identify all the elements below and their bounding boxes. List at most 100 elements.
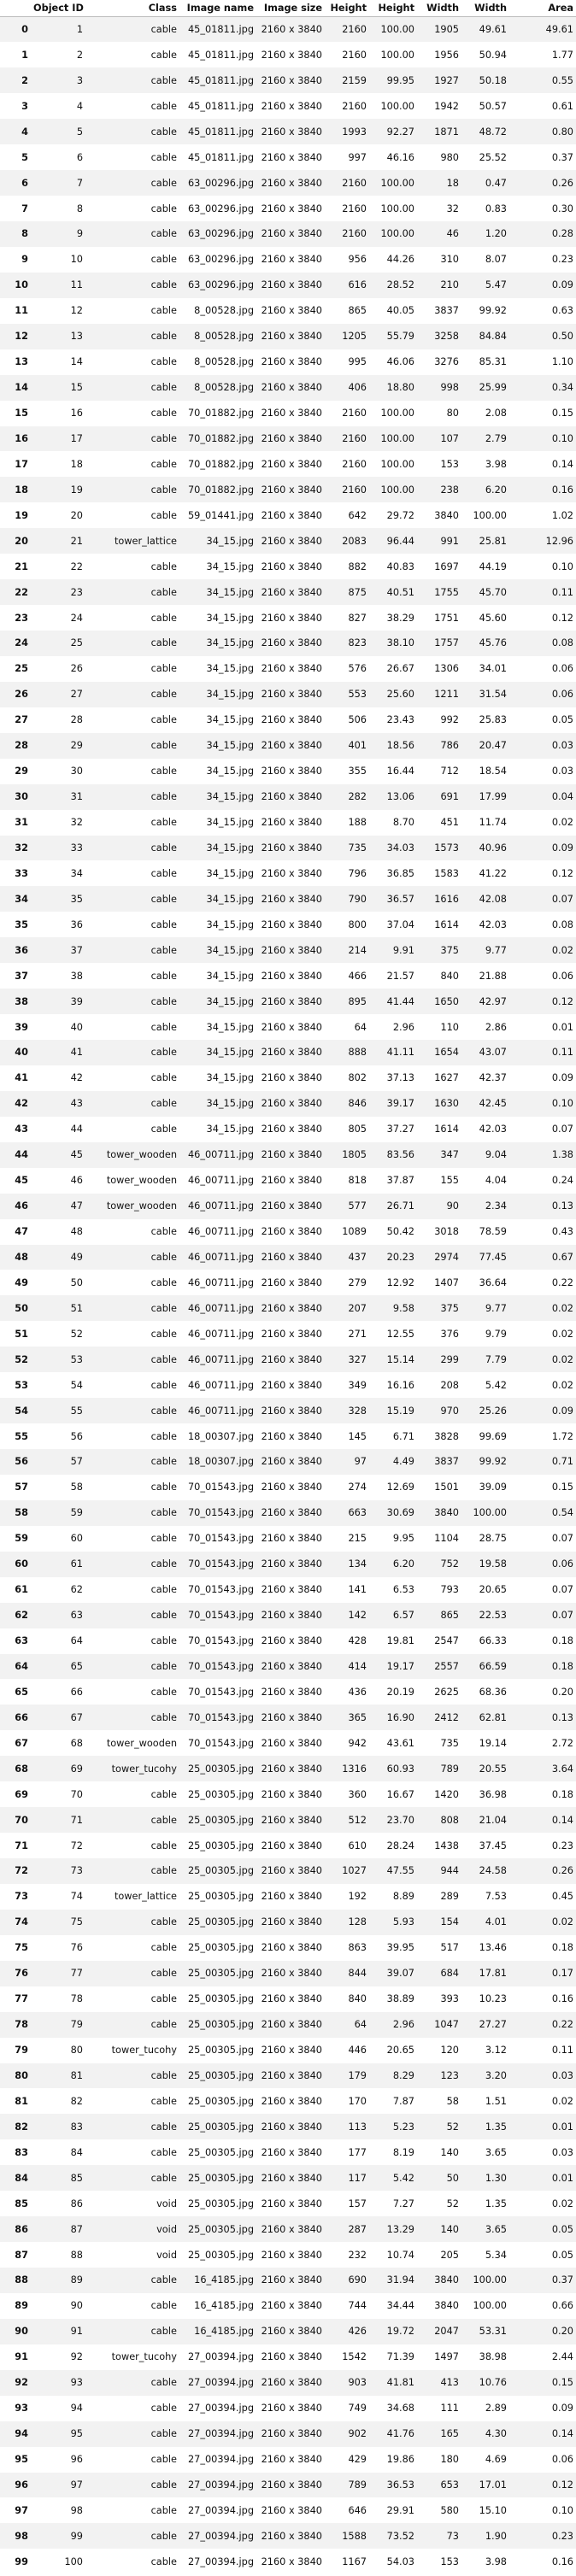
table-row[interactable]: 85 86 void 25_00305.jpg 2160 x 3840 157 7.27 52… (0, 2191, 576, 2217)
table-row[interactable]: 15 16 cable 70_01882.jpg 2160 x 3840 2160 100.… (0, 400, 576, 426)
table-row[interactable]: 64 65 cable 70_01543.jpg 2160 x 3840 414 19.17… (0, 1653, 576, 1680)
table-row[interactable]: 52 53 cable 46_00711.jpg 2160 x 3840 327 15.14… (0, 1347, 576, 1373)
table-row[interactable]: 35 36 cable 34_15.jpg 2160 x 3840 800 37.04 161… (0, 912, 576, 938)
table-row[interactable]: 62 63 cable 70_01543.jpg 2160 x 3840 142 6.57 8… (0, 1602, 576, 1628)
table-row[interactable]: 37 38 cable 34_15.jpg 2160 x 3840 466 21.57 840… (0, 963, 576, 989)
table-row[interactable]: 72 73 cable 25_00305.jpg 2160 x 3840 1027 47.5… (0, 1858, 576, 1884)
table-row[interactable]: 45 46 tower_wooden 46_00711.jpg 2160 x 3840 8… (0, 1167, 576, 1194)
table-row[interactable]: 79 80 tower_tucohy 25_00305.jpg 2160 x 3840 4… (0, 2037, 576, 2063)
table-row[interactable]: 48 49 cable 46_00711.jpg 2160 x 3840 437 20.23… (0, 1244, 576, 1270)
table-row[interactable]: 34 35 cable 34_15.jpg 2160 x 3840 790 36.57 161… (0, 886, 576, 912)
table-row[interactable]: 19 20 cable 59_01441.jpg 2160 x 3840 642 29.72… (0, 502, 576, 529)
table-row[interactable]: 94 95 cable 27_00394.jpg 2160 x 3840 902 41.76… (0, 2421, 576, 2447)
table-row[interactable]: 50 51 cable 46_00711.jpg 2160 x 3840 207 9.58 3… (0, 1295, 576, 1322)
table-row[interactable]: 26 27 cable 34_15.jpg 2160 x 3840 553 25.60 121… (0, 681, 576, 707)
table-row[interactable]: 73 74 tower_lattice 25_00305.jpg 2160 x 3840… (0, 1883, 576, 1910)
table-row[interactable]: 29 30 cable 34_15.jpg 2160 x 3840 355 16.44 712… (0, 758, 576, 784)
table-row[interactable]: 20 21 tower_lattice 34_15.jpg 2160 x 3840 208… (0, 528, 576, 555)
table-row[interactable]: 53 54 cable 46_00711.jpg 2160 x 3840 349 16.16… (0, 1372, 576, 1399)
table-row[interactable]: 81 82 cable 25_00305.jpg 2160 x 3840 170 7.87 5… (0, 2088, 576, 2115)
table-row[interactable]: 97 98 cable 27_00394.jpg 2160 x 3840 646 29.91… (0, 2497, 576, 2524)
table-row[interactable]: 82 83 cable 25_00305.jpg 2160 x 3840 113 5.23 5… (0, 2114, 576, 2140)
table-row[interactable]: 68 69 tower_tucohy 25_00305.jpg 2160 x 3840 1… (0, 1756, 576, 1782)
table-row[interactable]: 9 10 cable 63_00296.jpg 2160 x 3840 956 44.26 3… (0, 246, 576, 273)
table-row[interactable]: 66 67 cable 70_01543.jpg 2160 x 3840 365 16.90… (0, 1705, 576, 1731)
index-header[interactable] (0, 0, 31, 17)
table-row[interactable]: 25 26 cable 34_15.jpg 2160 x 3840 576 26.67 130… (0, 655, 576, 682)
table-row[interactable]: 27 28 cable 34_15.jpg 2160 x 3840 506 23.43 992… (0, 707, 576, 733)
table-row[interactable]: 49 50 cable 46_00711.jpg 2160 x 3840 279 12.92… (0, 1270, 576, 1296)
table-row[interactable]: 1 2 cable 45_01811.jpg 2160 x 3840 2160 100.00… (0, 42, 576, 68)
table-row[interactable]: 46 47 tower_wooden 46_00711.jpg 2160 x 3840 5… (0, 1193, 576, 1219)
table-row[interactable]: 91 92 tower_tucohy 27_00394.jpg 2160 x 3840 1… (0, 2344, 576, 2370)
table-row[interactable]: 42 43 cable 34_15.jpg 2160 x 3840 846 39.17 163… (0, 1090, 576, 1117)
image-name-header[interactable]: Image name (179, 0, 256, 17)
width-header[interactable]: Width (417, 0, 461, 17)
table-row[interactable]: 44 45 tower_wooden 46_00711.jpg 2160 x 3840 1… (0, 1141, 576, 1168)
table-row[interactable]: 57 58 cable 70_01543.jpg 2160 x 3840 274 12.69… (0, 1474, 576, 1500)
image-size-header[interactable]: Image size (256, 0, 325, 17)
table-row[interactable]: 51 52 cable 46_00711.jpg 2160 x 3840 271 12.55… (0, 1321, 576, 1347)
table-row[interactable]: 99 100 cable 27_00394.jpg 2160 x 3840 1167 54.… (0, 2549, 576, 2575)
table-row[interactable]: 55 56 cable 18_00307.jpg 2160 x 3840 145 6.71 3… (0, 1423, 576, 1449)
table-row[interactable]: 67 68 tower_wooden 70_01543.jpg 2160 x 3840 9… (0, 1730, 576, 1757)
height-header[interactable]: Height (325, 0, 369, 17)
table-row[interactable]: 88 89 cable 16_4185.jpg 2160 x 3840 690 31.94 3… (0, 2268, 576, 2293)
table-row[interactable]: 63 64 cable 70_01543.jpg 2160 x 3840 428 19.81… (0, 1628, 576, 1654)
table-row[interactable]: 6 7 cable 63_00296.jpg 2160 x 3840 2160 100.00… (0, 170, 576, 197)
table-row[interactable]: 5 6 cable 45_01811.jpg 2160 x 3840 997 46.16 98… (0, 144, 576, 171)
width-percent-header[interactable]: Width (461, 0, 509, 17)
table-row[interactable]: 98 99 cable 27_00394.jpg 2160 x 3840 1588 73.5… (0, 2523, 576, 2550)
table-row[interactable]: 0 1 cable 45_01811.jpg 2160 x 3840 2160 100.00… (0, 16, 576, 43)
table-row[interactable]: 90 91 cable 16_4185.jpg 2160 x 3840 426 19.72 2… (0, 2318, 576, 2344)
table-row[interactable]: 70 71 cable 25_00305.jpg 2160 x 3840 512 23.70… (0, 1807, 576, 1834)
table-row[interactable]: 60 61 cable 70_01543.jpg 2160 x 3840 134 6.20 7… (0, 1551, 576, 1577)
table-row[interactable]: 75 76 cable 25_00305.jpg 2160 x 3840 863 39.95… (0, 1934, 576, 1961)
table-row[interactable]: 18 19 cable 70_01882.jpg 2160 x 3840 2160 100.… (0, 477, 576, 503)
height-percent-header[interactable]: Height (369, 0, 417, 17)
table-row[interactable]: 59 60 cable 70_01543.jpg 2160 x 3840 215 9.95 1… (0, 1525, 576, 1552)
table-row[interactable]: 86 87 void 25_00305.jpg 2160 x 3840 287 13.29 1… (0, 2216, 576, 2243)
table-row[interactable]: 30 31 cable 34_15.jpg 2160 x 3840 282 13.06 691… (0, 783, 576, 810)
table-row[interactable]: 41 42 cable 34_15.jpg 2160 x 3840 802 37.13 162… (0, 1065, 576, 1091)
table-row[interactable]: 11 12 cable 8_00528.jpg 2160 x 3840 865 40.05 3… (0, 297, 576, 324)
table-row[interactable]: 3 4 cable 45_01811.jpg 2160 x 3840 2160 100.00… (0, 93, 576, 120)
table-row[interactable]: 95 96 cable 27_00394.jpg 2160 x 3840 429 19.86… (0, 2446, 576, 2473)
table-row[interactable]: 83 84 cable 25_00305.jpg 2160 x 3840 177 8.19 1… (0, 2139, 576, 2166)
table-row[interactable]: 31 32 cable 34_15.jpg 2160 x 3840 188 8.70 451 1… (0, 809, 576, 836)
table-row[interactable]: 78 79 cable 25_00305.jpg 2160 x 3840 64 2.96 10… (0, 2011, 576, 2038)
class-header[interactable]: Class (85, 0, 179, 17)
table-row[interactable]: 58 59 cable 70_01543.jpg 2160 x 3840 663 30.69… (0, 1499, 576, 1526)
table-row[interactable]: 40 41 cable 34_15.jpg 2160 x 3840 888 41.11 165… (0, 1040, 576, 1065)
table-row[interactable]: 24 25 cable 34_15.jpg 2160 x 3840 823 38.10 175… (0, 631, 576, 656)
table-row[interactable]: 12 13 cable 8_00528.jpg 2160 x 3840 1205 55.79… (0, 323, 576, 349)
table-row[interactable]: 33 34 cable 34_15.jpg 2160 x 3840 796 36.85 158… (0, 860, 576, 887)
table-row[interactable]: 21 22 cable 34_15.jpg 2160 x 3840 882 40.83 169… (0, 554, 576, 580)
table-row[interactable]: 74 75 cable 25_00305.jpg 2160 x 3840 128 5.93 1… (0, 1909, 576, 1935)
table-row[interactable]: 38 39 cable 34_15.jpg 2160 x 3840 895 41.44 165… (0, 989, 576, 1015)
table-row[interactable]: 47 48 cable 46_00711.jpg 2160 x 3840 1089 50.4… (0, 1218, 576, 1245)
table-row[interactable]: 17 18 cable 70_01882.jpg 2160 x 3840 2160 100.… (0, 451, 576, 478)
table-row[interactable]: 43 44 cable 34_15.jpg 2160 x 3840 805 37.27 161… (0, 1116, 576, 1142)
table-row[interactable]: 71 72 cable 25_00305.jpg 2160 x 3840 610 28.24… (0, 1833, 576, 1858)
object-id-header[interactable]: Object ID (31, 0, 85, 17)
table-row[interactable]: 89 90 cable 16_4185.jpg 2160 x 3840 744 34.44 3… (0, 2292, 576, 2319)
table-row[interactable]: 14 15 cable 8_00528.jpg 2160 x 3840 406 18.80 9… (0, 374, 576, 401)
table-row[interactable]: 22 23 cable 34_15.jpg 2160 x 3840 875 40.51 175… (0, 579, 576, 606)
table-row[interactable]: 56 57 cable 18_00307.jpg 2160 x 3840 97 4.49 38… (0, 1449, 576, 1475)
table-row[interactable]: 96 97 cable 27_00394.jpg 2160 x 3840 789 36.53… (0, 2472, 576, 2498)
table-row[interactable]: 16 17 cable 70_01882.jpg 2160 x 3840 2160 100.… (0, 425, 576, 452)
table-row[interactable]: 93 94 cable 27_00394.jpg 2160 x 3840 749 34.68… (0, 2395, 576, 2421)
table-row[interactable]: 76 77 cable 25_00305.jpg 2160 x 3840 844 39.07… (0, 1960, 576, 1986)
table-row[interactable]: 65 66 cable 70_01543.jpg 2160 x 3840 436 20.19… (0, 1679, 576, 1705)
table-row[interactable]: 61 62 cable 70_01543.jpg 2160 x 3840 141 6.53 7… (0, 1576, 576, 1603)
table-row[interactable]: 69 70 cable 25_00305.jpg 2160 x 3840 360 16.67… (0, 1781, 576, 1808)
table-row[interactable]: 36 37 cable 34_15.jpg 2160 x 3840 214 9.91 375 9… (0, 937, 576, 964)
table-row[interactable]: 2 3 cable 45_01811.jpg 2160 x 3840 2159 99.95 1… (0, 67, 576, 94)
table-row[interactable]: 77 78 cable 25_00305.jpg 2160 x 3840 840 38.89… (0, 1986, 576, 2012)
area-percent-header[interactable]: Area (509, 0, 576, 17)
table-row[interactable]: 39 40 cable 34_15.jpg 2160 x 3840 64 2.96 110 2.… (0, 1014, 576, 1040)
table-row[interactable]: 87 88 void 25_00305.jpg 2160 x 3840 232 10.74 2… (0, 2242, 576, 2268)
table-row[interactable]: 13 14 cable 8_00528.jpg 2160 x 3840 995 46.06 3… (0, 349, 576, 375)
table-row[interactable]: 32 33 cable 34_15.jpg 2160 x 3840 735 34.03 157… (0, 835, 576, 861)
